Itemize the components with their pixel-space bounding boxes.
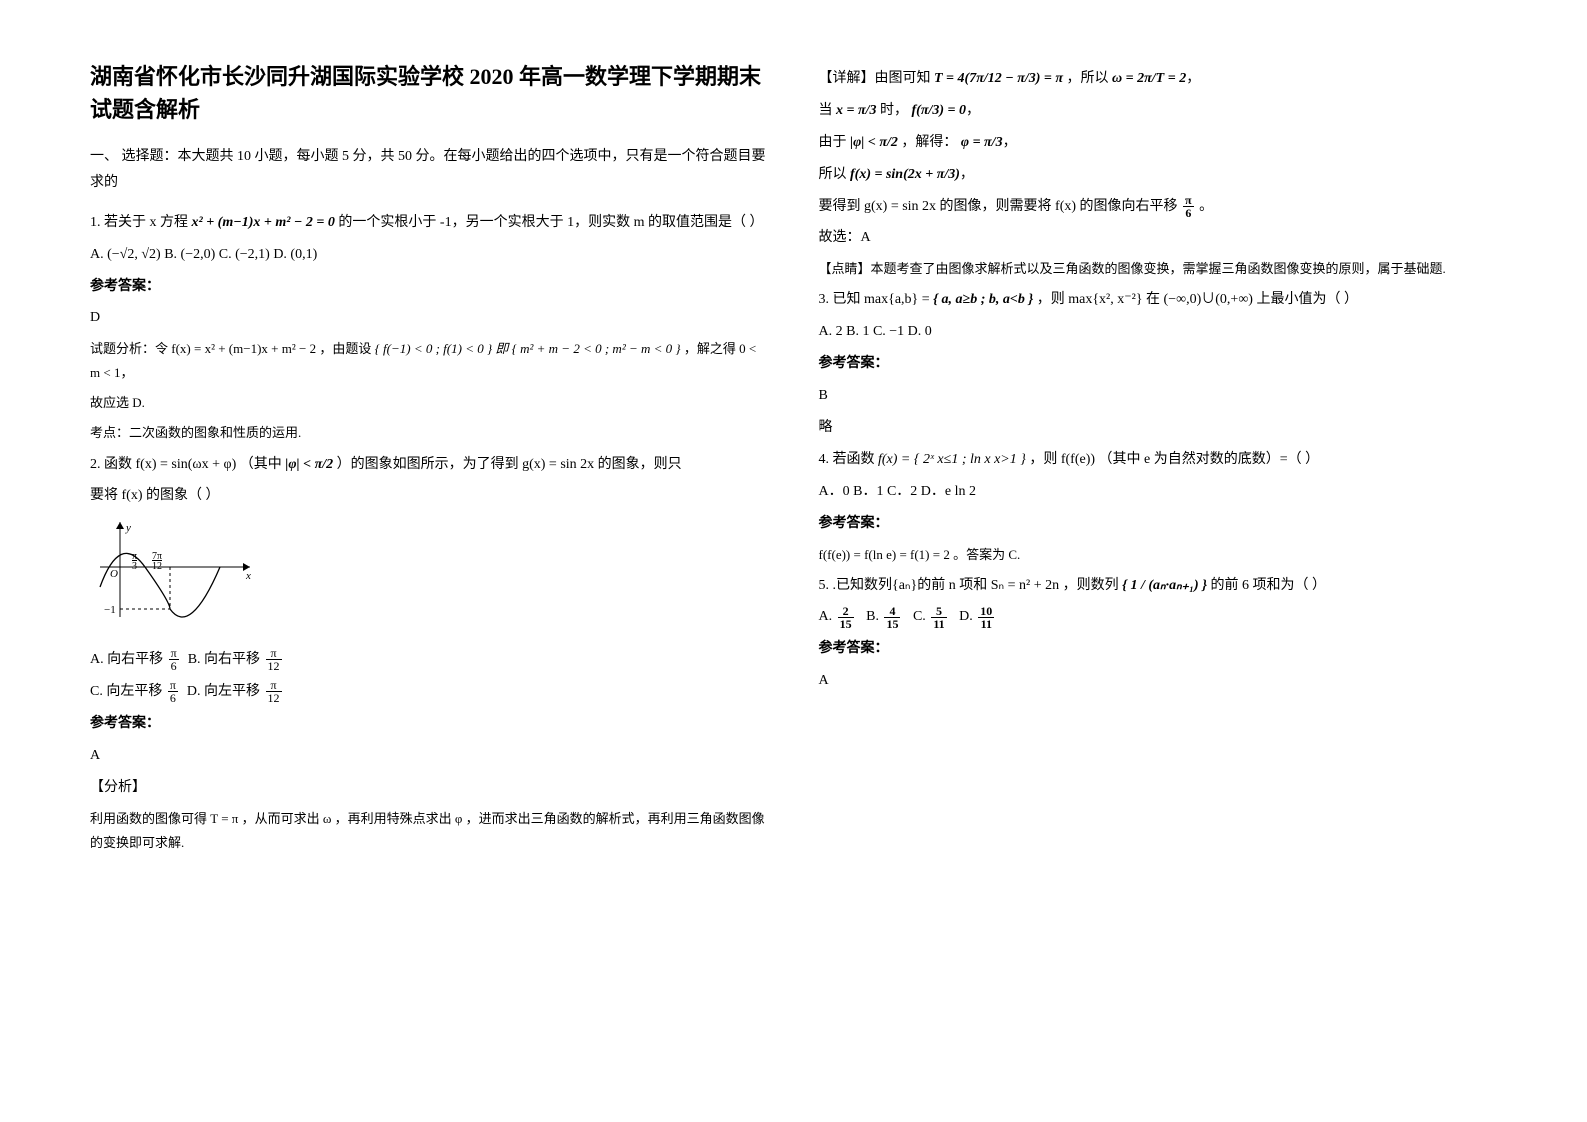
l5-post: 。 (1199, 199, 1213, 214)
detail-line3: 由于 |φ| < π/2 ，解得： φ = π/3， (819, 130, 1498, 156)
q4-stem: 4. 若函数 f(x) = { 2ˣ x≤1 ; ln x x>1 } ，则 f… (819, 447, 1498, 473)
q5-seq: { 1 / (aₙ·aₙ₊₁) } (1122, 578, 1207, 593)
q5-d-den: 11 (978, 618, 994, 630)
q4-answer-label: 参考答案： (819, 511, 1498, 537)
detail-f1-end: ω = 2π/T = 2 (1112, 71, 1186, 86)
q2-graph: O y x π 3 7π 12 −1 (90, 517, 769, 637)
detail-f1: T = 4(7π/12 − π/3) = π (934, 71, 1063, 86)
svg-text:x: x (245, 570, 251, 582)
q1-stem-post: 的一个实根小于 -1，另一个实根大于 1，则实数 m 的取值范围是（ ） (338, 215, 763, 230)
q3-answer: B (819, 383, 1498, 409)
q5-opts: A. 215 B. 415 C. 511 D. 1011 (819, 604, 1498, 630)
l4-a: f(x) = sin(2x + π/3) (850, 167, 960, 182)
q2-analysis-body: 利用函数的图像可得 T = π ，从而可求出 ω ，再利用特殊点求出 φ ，进而… (90, 807, 769, 855)
q3-mid: ，则 max{x², x⁻²} 在 (−∞,0)∪(0,+∞) 上最小值为（ ） (1037, 292, 1358, 307)
q1-stem: 1. 若关于 x 方程 x² + (m−1)x + m² − 2 = 0 的一个… (90, 210, 769, 236)
q5-d-num: 10 (978, 605, 994, 618)
q2-optD: D. 向左平移 π12 (187, 684, 284, 699)
l3-pre: 由于 (819, 135, 847, 150)
l3-mid: ，解得： (901, 135, 957, 150)
q3-cases: { a, a≥b ; b, a<b } (933, 292, 1033, 307)
q2-mid: ）的图象如图所示，为了得到 g(x) = sin 2x 的图象，则只 (337, 457, 682, 472)
svg-text:O: O (110, 568, 118, 580)
q1-answer-label: 参考答案： (90, 274, 769, 300)
detail-dianjing: 【点睛】本题考查了由图像求解析式以及三角函数的图像变换，需掌握三角函数图像变换的… (819, 257, 1498, 281)
l3-a: |φ| < π/2 (850, 135, 898, 150)
q2-analysis-head: 【分析】 (90, 775, 769, 801)
detail-conclude: 故选：A (819, 225, 1498, 251)
q3-stem: 3. 已知 max{a,b} = { a, a≥b ; b, a<b } ，则 … (819, 287, 1498, 313)
sine-graph-icon: O y x π 3 7π 12 −1 (90, 517, 260, 627)
q5-answer: A (819, 668, 1498, 694)
q5-stem: 5. .已知数列{aₙ}的前 n 项和 Sₙ = n² + 2n ，则数列 { … (819, 573, 1498, 599)
q2-opts-ab: A. 向右平移 π6 B. 向右平移 π12 (90, 647, 769, 673)
q5-b-den: 15 (884, 618, 900, 630)
detail-line4: 所以 f(x) = sin(2x + π/3)， (819, 162, 1498, 188)
svg-text:3: 3 (132, 561, 137, 572)
q5-c-den: 11 (931, 618, 946, 630)
q2-pre: 2. 函数 f(x) = sin(ωx + φ) （其中 (90, 457, 282, 472)
q5-answer-label: 参考答案： (819, 636, 1498, 662)
q5-b-num: 4 (884, 605, 900, 618)
right-column: 【详解】由图可知 T = 4(7π/12 − π/3) = π ，所以 ω = … (819, 60, 1498, 861)
l5-pre: 要得到 g(x) = sin 2x 的图像，则需要将 f(x) 的图像向右平移 (819, 199, 1178, 214)
q1-stem-pre: 1. 若关于 x 方程 (90, 215, 188, 230)
q4-pre: 4. 若函数 (819, 452, 875, 467)
svg-text:−1: −1 (104, 604, 116, 616)
detail-f1-post: ，所以 (1067, 71, 1109, 86)
q5-a-num: 2 (838, 605, 854, 618)
q1-analysis-end: 故应选 D. (90, 391, 769, 415)
l2-a: x = π/3 (836, 103, 877, 118)
q1-point: 考点：二次函数的图象和性质的运用. (90, 421, 769, 445)
svg-text:y: y (125, 522, 131, 534)
q1-answer: D (90, 305, 769, 331)
q1-formula: x² + (m−1)x + m² − 2 = 0 (192, 215, 335, 230)
l4-pre: 所以 (819, 167, 847, 182)
l2-mid: 时， (880, 103, 908, 118)
svg-text:12: 12 (152, 561, 162, 572)
q1-analysis-cases: { f(−1) < 0 ; f(1) < 0 } 即 { m² + m − 2 … (375, 341, 681, 356)
q4-sol: f(f(e)) = f(ln e) = f(1) = 2 。答案为 C. (819, 543, 1498, 567)
q2-optC: C. 向左平移 π6 (90, 684, 180, 699)
q2-answer-label: 参考答案： (90, 711, 769, 737)
q5-pre: 5. .已知数列{aₙ}的前 n 项和 Sₙ = n² + 2n ，则数列 (819, 578, 1119, 593)
q1-options: A. (−√2, √2) B. (−2,0) C. (−2,1) D. (0,1… (90, 242, 769, 268)
q4-f: f(x) = { 2ˣ x≤1 ; ln x x>1 } (878, 452, 1026, 467)
document-title: 湖南省怀化市长沙同升湖国际实验学校 2020 年高一数学理下学期期末试题含解析 (90, 60, 769, 126)
q3-brief: 略 (819, 415, 1498, 441)
q1-analysis: 试题分析：令 f(x) = x² + (m−1)x + m² − 2 ，由题设 … (90, 337, 769, 385)
q3-opts: A. 2 B. 1 C. −1 D. 0 (819, 319, 1498, 345)
detail-line5: 要得到 g(x) = sin 2x 的图像，则需要将 f(x) 的图像向右平移 … (819, 194, 1498, 220)
q2-post: 要将 f(x) 的图象（ ） (90, 483, 769, 509)
detail-line1: 【详解】由图可知 T = 4(7π/12 − π/3) = π ，所以 ω = … (819, 66, 1498, 92)
left-column: 湖南省怀化市长沙同升湖国际实验学校 2020 年高一数学理下学期期末试题含解析 … (90, 60, 769, 861)
q4-opts: A．0 B．1 C．2 D．e ln 2 (819, 479, 1498, 505)
detail-head: 【详解】由图可知 (819, 71, 931, 86)
q2-answer: A (90, 743, 769, 769)
q3-answer-label: 参考答案： (819, 351, 1498, 377)
l5-shift: π6 (1183, 194, 1194, 219)
section-intro: 一、 选择题：本大题共 10 小题，每小题 5 分，共 50 分。在每小题给出的… (90, 144, 769, 196)
l2-pre: 当 (819, 103, 833, 118)
page-root: 湖南省怀化市长沙同升湖国际实验学校 2020 年高一数学理下学期期末试题含解析 … (0, 0, 1587, 921)
l2-b: f(π/3) = 0 (912, 103, 967, 118)
q2-optA: A. 向右平移 π6 (90, 652, 181, 667)
q3-pre: 3. 已知 max{a,b} = (819, 292, 930, 307)
q2-optB: B. 向右平移 π12 (188, 652, 284, 667)
q4-post: ，则 f(f(e)) （其中 e 为自然对数的底数）=（ ） (1029, 452, 1319, 467)
detail-line2: 当 x = π/3 时， f(π/3) = 0， (819, 98, 1498, 124)
q5-post: 的前 6 项和为（ ） (1210, 578, 1326, 593)
q2-cond: |φ| < π/2 (285, 457, 333, 472)
q2-stem: 2. 函数 f(x) = sin(ωx + φ) （其中 |φ| < π/2 ）… (90, 452, 769, 478)
q5-c-num: 5 (931, 605, 946, 618)
q1-analysis-pre: 试题分析：令 f(x) = x² + (m−1)x + m² − 2 ，由题设 (90, 341, 371, 356)
l3-b: φ = π/3 (961, 135, 1003, 150)
q2-opts-cd: C. 向左平移 π6 D. 向左平移 π12 (90, 679, 769, 705)
q5-a-den: 15 (838, 618, 854, 630)
